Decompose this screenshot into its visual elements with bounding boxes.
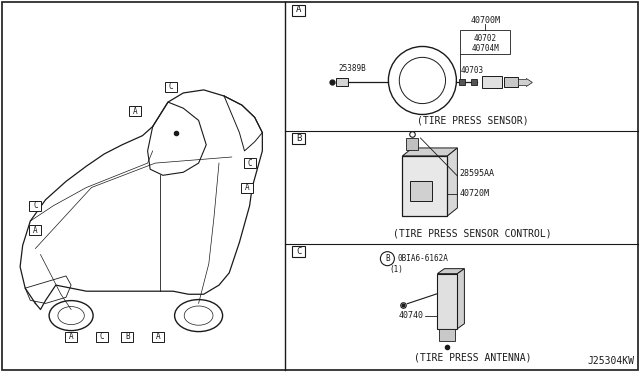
- Text: A: A: [244, 183, 250, 192]
- Bar: [472, 80, 477, 86]
- Text: A: A: [68, 333, 74, 341]
- Text: 25389B: 25389B: [339, 64, 366, 73]
- Bar: [244, 158, 255, 168]
- Text: 40704M: 40704M: [472, 44, 499, 53]
- Polygon shape: [403, 148, 458, 156]
- Text: C: C: [33, 201, 38, 210]
- Text: A: A: [33, 226, 38, 235]
- Bar: [403, 156, 447, 216]
- Bar: [29, 201, 42, 211]
- Text: B: B: [125, 333, 129, 341]
- Text: J25304KW: J25304KW: [587, 356, 634, 366]
- Bar: [483, 77, 502, 89]
- Text: 40740: 40740: [398, 311, 424, 320]
- Bar: [504, 77, 518, 87]
- Text: C: C: [168, 82, 173, 92]
- Bar: [152, 332, 164, 342]
- Bar: [241, 183, 253, 192]
- Bar: [164, 82, 177, 92]
- Bar: [65, 332, 77, 342]
- Bar: [410, 181, 433, 201]
- Bar: [292, 4, 305, 16]
- Bar: [96, 332, 108, 342]
- Polygon shape: [458, 269, 465, 328]
- Bar: [29, 225, 42, 235]
- Bar: [292, 134, 305, 144]
- Text: C: C: [296, 247, 301, 256]
- Bar: [337, 78, 348, 86]
- Bar: [129, 106, 141, 116]
- Text: (TIRE PRESS SENSOR CONTROL): (TIRE PRESS SENSOR CONTROL): [393, 229, 552, 239]
- Bar: [406, 138, 419, 150]
- Text: B: B: [296, 134, 301, 144]
- Text: A: A: [132, 107, 137, 116]
- FancyArrow shape: [518, 78, 532, 86]
- Text: A: A: [156, 333, 160, 341]
- Text: (TIRE PRESS ANTENNA): (TIRE PRESS ANTENNA): [413, 353, 531, 363]
- Text: 40702: 40702: [474, 34, 497, 43]
- Text: (TIRE PRESS SENSOR): (TIRE PRESS SENSOR): [417, 116, 528, 126]
- Text: B: B: [385, 254, 390, 263]
- Bar: [437, 274, 458, 328]
- Bar: [292, 246, 305, 257]
- Bar: [460, 80, 465, 86]
- Text: 40700M: 40700M: [470, 16, 500, 25]
- Text: 40720M: 40720M: [460, 189, 490, 198]
- Text: C: C: [99, 333, 104, 341]
- Text: 40703: 40703: [460, 66, 484, 75]
- Polygon shape: [447, 148, 458, 216]
- Text: A: A: [296, 6, 301, 15]
- Polygon shape: [437, 269, 465, 274]
- Bar: [440, 328, 456, 341]
- Text: (1): (1): [389, 265, 403, 274]
- Bar: [460, 31, 511, 54]
- Bar: [121, 332, 133, 342]
- Text: 28595AA: 28595AA: [460, 169, 494, 179]
- Text: 0BIA6-6162A: 0BIA6-6162A: [397, 254, 448, 263]
- Text: C: C: [247, 158, 252, 168]
